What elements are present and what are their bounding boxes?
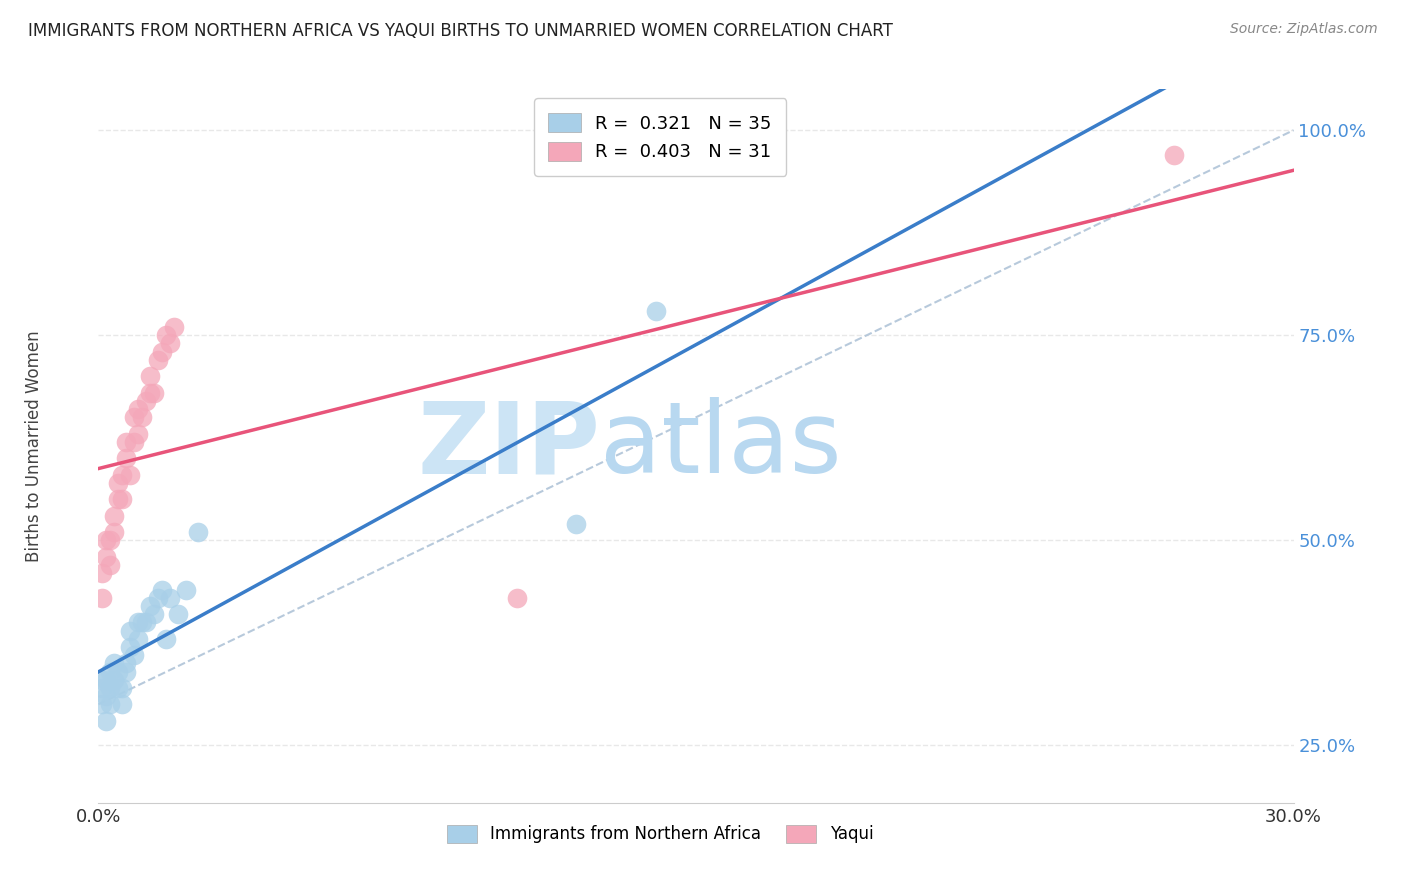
Point (98, 698, 122, 712)
Point (148, 591, 170, 605)
Point (124, 648, 146, 662)
Point (103, 657, 125, 671)
Point (139, 369, 162, 384)
Point (120, 640, 142, 654)
Point (96, 533, 118, 548)
Point (107, 492, 129, 507)
Point (111, 681, 134, 695)
Point (155, 328, 177, 343)
Point (159, 591, 181, 605)
Point (107, 681, 129, 695)
Point (103, 525, 125, 540)
Text: atlas: atlas (600, 398, 842, 494)
Point (135, 393, 157, 408)
Point (143, 385, 166, 400)
Point (159, 336, 181, 351)
Point (139, 599, 162, 613)
Point (135, 615, 157, 630)
Point (127, 426, 149, 441)
Point (150, 344, 173, 359)
Point (91, 673, 114, 687)
Point (163, 320, 186, 334)
Point (96, 689, 118, 703)
Point (111, 698, 134, 712)
Point (131, 615, 153, 630)
Point (103, 673, 125, 687)
Point (148, 352, 170, 367)
Point (115, 434, 138, 449)
Point (131, 410, 153, 425)
Legend: R =  0.321   N = 35, R =  0.403   N = 31: R = 0.321 N = 35, R = 0.403 N = 31 (534, 98, 786, 176)
Point (187, 525, 209, 540)
Point (124, 410, 146, 425)
Point (155, 632, 177, 646)
Point (98, 558, 122, 572)
Point (115, 657, 138, 671)
Point (111, 492, 134, 507)
Point (167, 607, 190, 622)
Point (506, 591, 529, 605)
Point (120, 624, 142, 638)
Point (103, 508, 125, 523)
Point (124, 434, 146, 449)
Point (107, 475, 129, 490)
Point (91, 698, 114, 712)
Y-axis label: Births to Unmarried Women: Births to Unmarried Women (25, 330, 42, 562)
Point (127, 402, 149, 417)
Point (111, 467, 134, 482)
Point (120, 467, 142, 482)
Point (127, 615, 149, 630)
Point (91, 681, 114, 695)
Point (1163, 148, 1185, 162)
Point (96, 673, 118, 687)
Text: Source: ZipAtlas.com: Source: ZipAtlas.com (1230, 22, 1378, 37)
Point (98, 681, 122, 695)
Point (150, 582, 173, 597)
Text: IMMIGRANTS FROM NORTHERN AFRICA VS YAQUI BIRTHS TO UNMARRIED WOMEN CORRELATION C: IMMIGRANTS FROM NORTHERN AFRICA VS YAQUI… (28, 22, 893, 40)
Point (91, 566, 114, 581)
Point (96, 549, 118, 564)
Point (115, 451, 138, 466)
Point (96, 714, 118, 728)
Point (143, 607, 166, 622)
Point (645, 303, 668, 318)
Point (139, 385, 162, 400)
Point (174, 582, 197, 597)
Point (127, 632, 149, 646)
Point (91, 591, 114, 605)
Point (115, 665, 138, 679)
Text: ZIP: ZIP (418, 398, 600, 494)
Point (98, 665, 122, 679)
Point (98, 533, 122, 548)
Point (565, 516, 588, 531)
Point (107, 665, 129, 679)
